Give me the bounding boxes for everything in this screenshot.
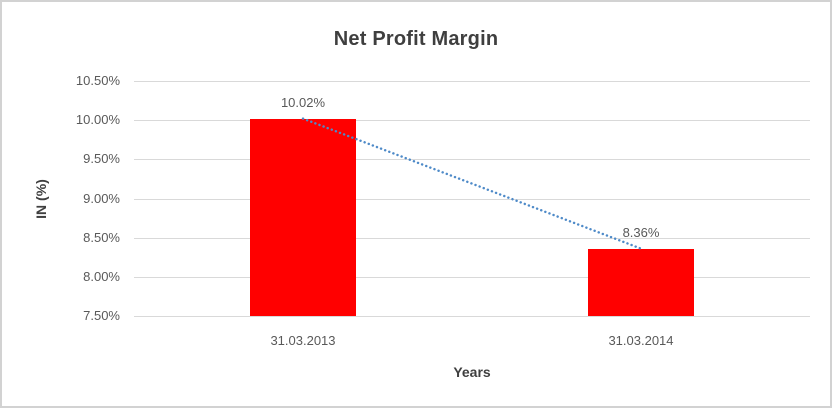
y-tick-label: 10.50% xyxy=(75,73,120,88)
y-tick-label: 8.00% xyxy=(83,268,120,284)
y-tick-label: 9.00% xyxy=(83,190,120,206)
y-tick-label: 10.00% xyxy=(75,112,120,128)
y-tick-label: 8.50% xyxy=(83,229,120,245)
bar xyxy=(588,248,694,316)
gridline xyxy=(134,198,810,200)
x-axis-title: Years xyxy=(453,364,491,380)
y-tick-label: 7.50% xyxy=(83,308,120,323)
x-tick-label: 31.03.2013 xyxy=(270,333,336,348)
chart-title: Net Profit Margin xyxy=(333,28,499,50)
bar-data-label: 8.36% xyxy=(622,224,660,240)
plot-area xyxy=(134,81,810,317)
x-tick-label: 31.03.2014 xyxy=(608,333,674,348)
gridline xyxy=(134,276,810,278)
gridline xyxy=(134,316,810,317)
gridline xyxy=(134,159,810,161)
bar xyxy=(250,118,356,316)
bar-data-label: 10.02% xyxy=(280,94,326,110)
gridline xyxy=(134,237,810,239)
y-tick-label: 9.50% xyxy=(83,151,120,167)
gridline xyxy=(134,81,810,82)
gridline xyxy=(134,120,810,122)
